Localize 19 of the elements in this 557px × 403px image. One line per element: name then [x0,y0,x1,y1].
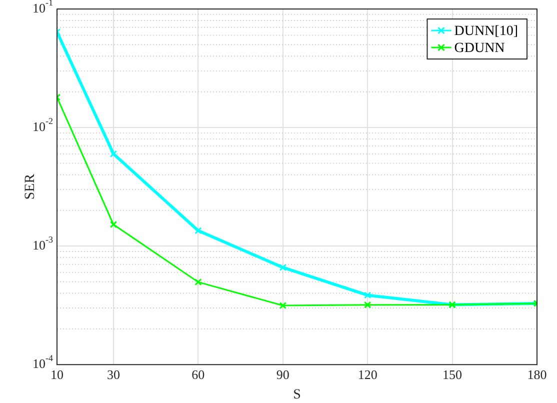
legend-label: DUNN[10] [454,24,518,40]
point [110,150,118,158]
point [194,227,202,234]
x-tick-label: 150 [442,366,462,382]
x-tick-label: 180 [527,366,547,382]
point [364,301,372,308]
x-tick-label: 120 [358,366,378,382]
point [110,220,118,228]
y-axis-title: SER [23,173,38,200]
x-tick-label: 10 [50,366,64,382]
x-axis-title: S [293,387,301,402]
x-tick-label: 60 [192,366,205,382]
point [279,302,286,310]
x-tick-label: 30 [106,366,120,382]
legend-label: GDUNN [454,41,505,56]
point [364,292,372,299]
point [279,264,286,272]
x-tick-label: 90 [276,366,290,382]
point [194,278,202,286]
